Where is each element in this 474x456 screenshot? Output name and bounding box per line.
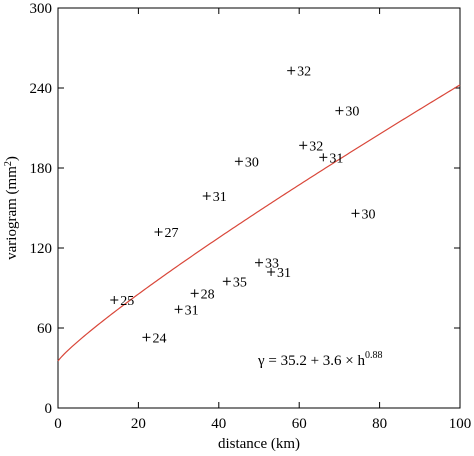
x-tick-label: 20 <box>131 416 146 432</box>
data-point: 24 <box>142 331 166 346</box>
x-axis-label: distance (km) <box>218 436 300 452</box>
point-label: 31 <box>329 151 343 166</box>
point-label: 27 <box>165 226 179 241</box>
data-point: 31 <box>267 266 291 281</box>
y-axis-label-end: ) <box>4 156 20 161</box>
data-point: 32 <box>299 139 323 154</box>
point-label: 33 <box>265 257 279 272</box>
point-label: 32 <box>297 65 311 80</box>
data-point: 30 <box>351 207 375 222</box>
point-label: 30 <box>345 105 359 120</box>
y-tick-label: 120 <box>30 241 53 257</box>
point-label: 25 <box>120 294 134 309</box>
tick-labels: 0 20 40 60 80 100 0 60 120 180 240 300 <box>30 1 472 432</box>
point-label: 35 <box>233 275 247 290</box>
data-point: 30 <box>335 105 359 120</box>
data-point: 31 <box>202 190 227 205</box>
data-point: 31 <box>174 303 199 318</box>
y-tick-label: 60 <box>37 321 52 337</box>
data-point: 30 <box>234 155 259 170</box>
x-tick-label: 100 <box>449 416 472 432</box>
x-tick-label: 60 <box>292 416 307 432</box>
fit-equation-exponent: 0.88 <box>365 350 383 361</box>
data-point: 33 <box>255 257 279 272</box>
y-axis-label: variogram (mm2) <box>3 156 20 260</box>
data-point: 28 <box>190 287 215 302</box>
data-point: 31 <box>319 151 343 166</box>
point-label: 30 <box>361 207 375 222</box>
data-point: 27 <box>154 226 179 241</box>
y-tick-label: 300 <box>30 1 53 17</box>
data-point: 35 <box>222 275 247 290</box>
point-label: 31 <box>185 303 199 318</box>
point-label: 28 <box>201 287 215 302</box>
axis-ticks <box>57 7 461 409</box>
point-label: 24 <box>152 331 166 346</box>
data-point: 25 <box>110 294 134 309</box>
data-point: 32 <box>287 65 311 80</box>
plot-frame <box>57 7 461 409</box>
y-tick-label: 0 <box>45 401 53 417</box>
x-tick-label: 0 <box>54 416 62 432</box>
y-tick-label: 180 <box>30 161 53 177</box>
y-tick-label: 240 <box>30 81 53 97</box>
point-label: 31 <box>213 190 227 205</box>
point-label: 31 <box>277 266 291 281</box>
fit-equation: γ = 35.2 + 3.6 × h0.88 <box>257 350 383 369</box>
point-label: 32 <box>309 139 323 154</box>
y-axis-label-sup: 2 <box>3 161 14 166</box>
x-tick-label: 80 <box>372 416 387 432</box>
x-tick-label: 40 <box>211 416 226 432</box>
point-label: 30 <box>245 155 259 170</box>
fit-curve <box>57 84 461 362</box>
